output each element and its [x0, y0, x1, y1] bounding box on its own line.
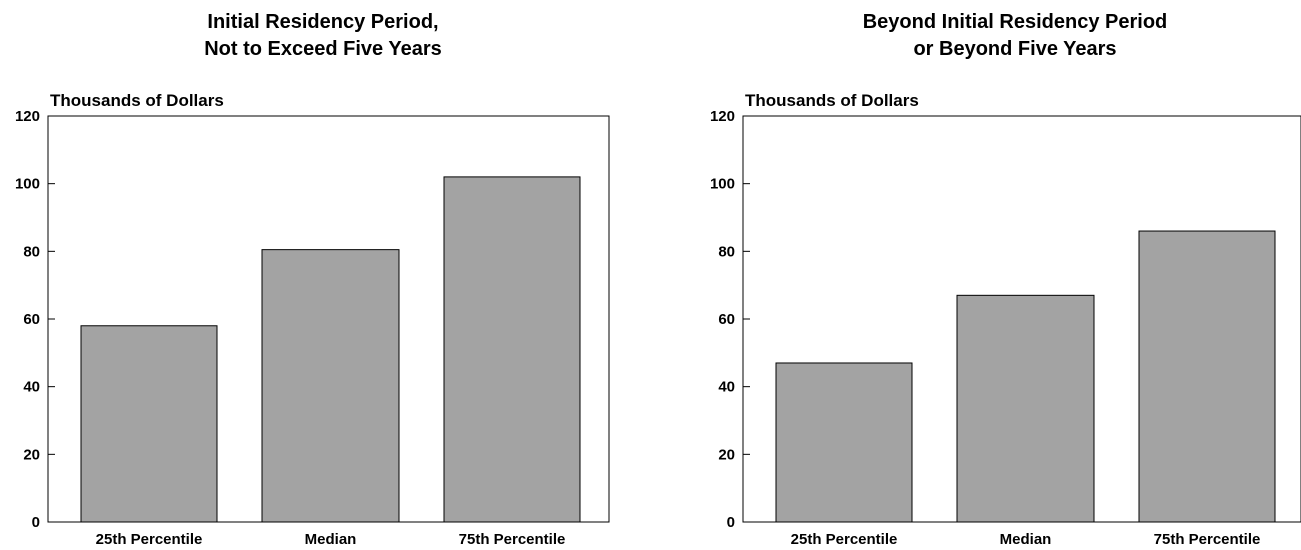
chart-title-line: Beyond Initial Residency Period [863, 11, 1168, 33]
y-tick-label: 120 [15, 108, 40, 125]
bar-25th-percentile [80, 325, 218, 523]
y-tick-label: 60 [718, 311, 735, 328]
bar-75th-percentile [443, 176, 581, 523]
y-tick-label: 0 [727, 514, 735, 531]
bar-median [261, 249, 400, 523]
y-tick-label: 0 [32, 514, 40, 531]
chart-title-line: Initial Residency Period, [207, 11, 438, 33]
y-tick-label: 120 [710, 108, 735, 125]
y-tick-label: 20 [23, 446, 40, 463]
y-axis-label: Thousands of Dollars [50, 91, 224, 110]
x-category-label: 75th Percentile [1154, 531, 1261, 548]
x-category-label: Median [305, 531, 357, 548]
y-tick-label: 40 [718, 379, 735, 396]
bar-median [956, 294, 1095, 523]
bar-25th-percentile [775, 362, 913, 523]
chart-panel-1: Initial Residency Period, Not to Exceed F… [15, 11, 610, 548]
y-tick-label: 100 [710, 176, 735, 193]
bar-75th-percentile [1138, 230, 1276, 523]
y-tick-label: 40 [23, 379, 40, 396]
chart-panel-2: Beyond Initial Residency Period or Beyond… [710, 11, 1301, 548]
y-axis-label: Thousands of Dollars [745, 91, 919, 110]
x-category-label: 25th Percentile [96, 531, 203, 548]
y-tick-label: 20 [718, 446, 735, 463]
x-category-label: 75th Percentile [459, 531, 566, 548]
x-category-label: Median [1000, 531, 1052, 548]
chart-title-line: Not to Exceed Five Years [204, 38, 442, 60]
x-category-label: 25th Percentile [791, 531, 898, 548]
y-tick-label: 60 [23, 311, 40, 328]
chart-title-line: or Beyond Five Years [913, 38, 1116, 60]
y-tick-label: 80 [718, 243, 735, 260]
y-tick-label: 100 [15, 176, 40, 193]
y-tick-label: 80 [23, 243, 40, 260]
